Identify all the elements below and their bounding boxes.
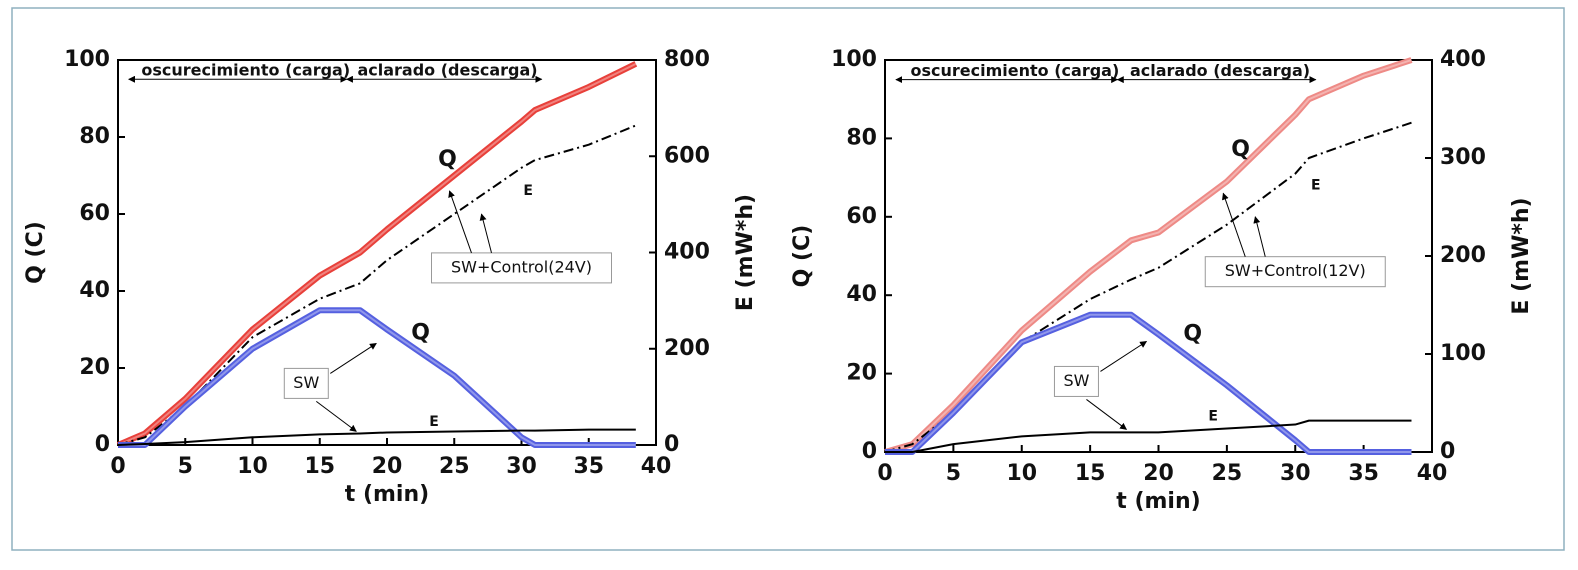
phase-label: aclarado (descarga) <box>1130 61 1310 80</box>
series-line <box>885 419 1412 453</box>
x-tick-label: 15 <box>304 454 335 479</box>
y-tick-label: 0 <box>95 432 110 457</box>
series-label: Q <box>411 320 430 345</box>
y2-tick-label: 600 <box>664 143 710 168</box>
series-label: E <box>523 183 533 199</box>
y2-axis-label: E (mW*h) <box>1509 197 1534 314</box>
x-tick-label: 30 <box>1280 461 1311 486</box>
series-line-core <box>118 309 636 446</box>
x-tick-label: 5 <box>178 454 193 479</box>
y-axis-label: Q (C) <box>790 225 815 288</box>
series-line-core <box>885 313 1412 453</box>
phase-label: aclarado (descarga) <box>357 61 537 80</box>
y-tick-label: 40 <box>79 278 110 303</box>
y-axis-label: Q (C) <box>23 221 48 284</box>
x-axis-label: t (min) <box>345 482 429 507</box>
series-line-core <box>117 62 637 446</box>
annotation-arrow <box>448 190 472 254</box>
annotation-box <box>1204 256 1386 288</box>
y2-tick-label: 200 <box>1440 243 1486 268</box>
series-label: Q <box>438 147 457 172</box>
x-tick-label: 10 <box>237 454 268 479</box>
series-label: E <box>1311 177 1321 193</box>
x-tick-label: 35 <box>573 454 604 479</box>
phase-label: oscurecimiento (carga) <box>911 61 1120 80</box>
annotation-label: SW+Control(12V) <box>1225 261 1366 280</box>
annotation-box <box>283 367 329 399</box>
series-line-core <box>884 59 1412 453</box>
y-tick-label: 80 <box>846 125 877 150</box>
y-tick-label: 40 <box>846 282 877 307</box>
y-tick-label: 80 <box>79 124 110 149</box>
series-label: E <box>429 414 439 430</box>
annotation-arrow <box>1086 399 1128 430</box>
x-tick-label: 10 <box>1006 461 1037 486</box>
y-tick-label: 20 <box>79 355 110 380</box>
annotation-label: SW <box>293 373 319 392</box>
annotation-label: SW+Control(24V) <box>451 257 592 276</box>
series-label: Q <box>1231 137 1250 162</box>
series-label: Q <box>1183 321 1202 346</box>
annotation-arrow <box>1253 216 1266 257</box>
y2-tick-label: 400 <box>664 240 710 265</box>
series-label: E <box>1208 409 1218 425</box>
annotation-arrow <box>315 400 357 432</box>
annotation-arrow <box>330 342 377 374</box>
series-line <box>884 57 1413 455</box>
annotation-box <box>431 252 612 284</box>
y2-axis-label: E (mW*h) <box>733 194 758 311</box>
x-tick-label: 30 <box>506 454 537 479</box>
y2-tick-label: 300 <box>1440 145 1486 170</box>
phase-label: oscurecimiento (carga) <box>141 61 350 80</box>
x-tick-label: 25 <box>1212 461 1243 486</box>
y-tick-label: 100 <box>831 47 877 72</box>
y-tick-label: 60 <box>846 204 877 229</box>
annotation-arrow <box>1222 192 1246 257</box>
x-tick-label: 15 <box>1075 461 1106 486</box>
y2-tick-label: 200 <box>664 336 710 361</box>
x-tick-label: 0 <box>877 461 892 486</box>
series-line <box>117 428 636 446</box>
series-line <box>116 61 638 448</box>
y2-tick-label: 400 <box>1440 47 1486 72</box>
series-line <box>885 311 1412 455</box>
annotation-box <box>1053 365 1099 397</box>
y-tick-label: 100 <box>64 47 110 72</box>
y2-tick-label: 0 <box>1440 439 1455 464</box>
x-tick-label: 40 <box>641 454 672 479</box>
x-tick-label: 0 <box>110 454 125 479</box>
y2-tick-label: 0 <box>664 432 679 457</box>
annotation-arrow <box>1100 341 1148 372</box>
annotation-arrow <box>479 213 492 254</box>
y-tick-label: 0 <box>862 439 877 464</box>
annotation-label: SW <box>1063 371 1089 390</box>
series-line <box>118 307 636 448</box>
x-tick-label: 5 <box>946 461 961 486</box>
x-tick-label: 20 <box>1143 461 1174 486</box>
y-tick-label: 20 <box>846 361 877 386</box>
x-tick-label: 40 <box>1417 461 1448 486</box>
y2-tick-label: 800 <box>664 47 710 72</box>
x-tick-label: 20 <box>372 454 403 479</box>
x-tick-label: 35 <box>1348 461 1379 486</box>
x-axis-label: t (min) <box>1116 489 1200 514</box>
x-tick-label: 25 <box>439 454 470 479</box>
frame <box>11 7 1565 551</box>
y-tick-label: 60 <box>79 201 110 226</box>
y2-tick-label: 100 <box>1440 341 1486 366</box>
